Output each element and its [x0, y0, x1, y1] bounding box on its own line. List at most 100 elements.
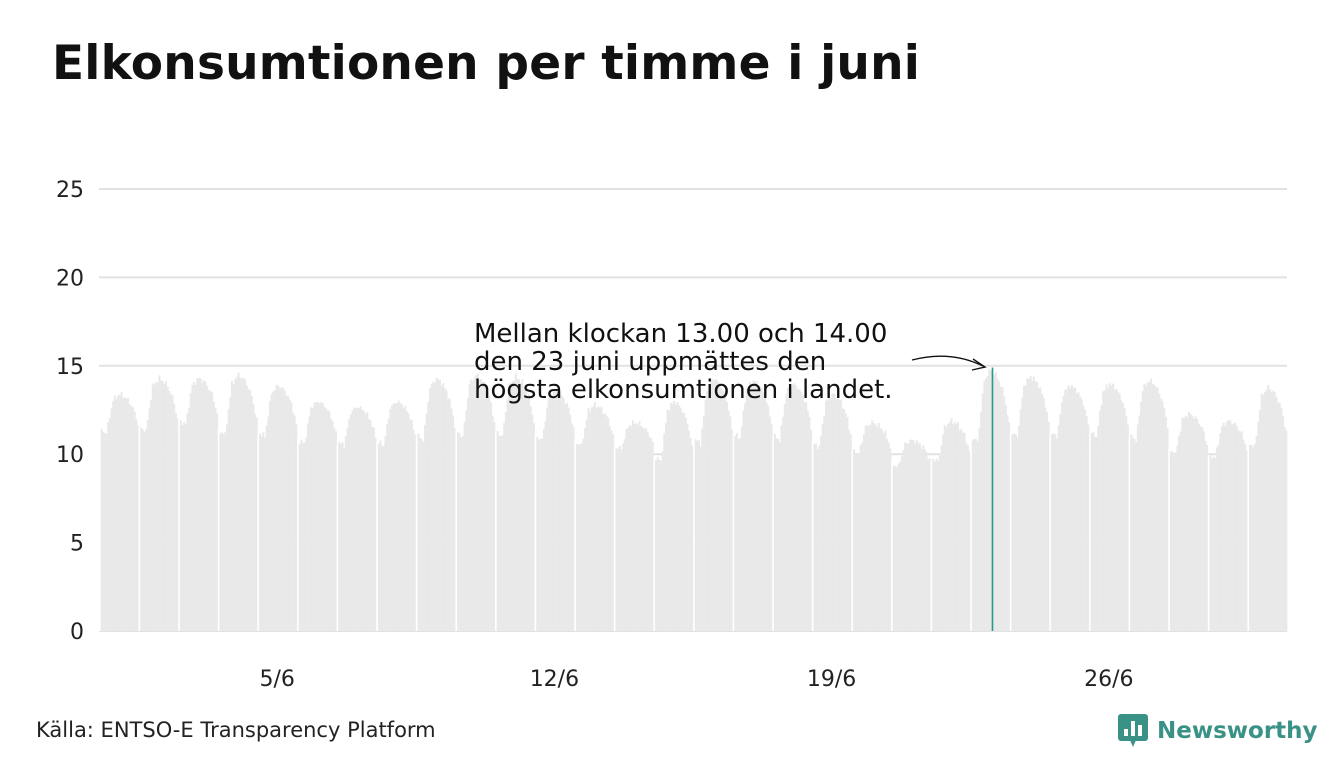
brand-logo: Newsworthy	[1118, 713, 1318, 749]
bar-2023-06-13-h12	[594, 402, 596, 631]
bar-2023-06-06-h0	[297, 439, 299, 631]
bar-2023-06-19-h20	[844, 413, 847, 631]
bar-2023-06-06-h10	[313, 402, 316, 631]
y-tick-label-15: 15	[56, 355, 84, 380]
bar-2023-06-03-h6	[188, 407, 191, 631]
bar-2023-06-07-h14	[359, 406, 362, 631]
bar-2023-06-03-h3	[183, 422, 186, 631]
bar-2023-06-21-h2	[894, 465, 897, 631]
bar-2023-06-19-h8	[825, 400, 827, 631]
bar-2023-06-06-h7	[308, 416, 311, 631]
bar-2023-06-12-h0	[534, 434, 537, 631]
bar-2023-06-25-h1	[1051, 434, 1054, 631]
bar-2023-06-13-h15	[598, 407, 601, 631]
bar-2023-06-04-h0	[217, 427, 220, 631]
bar-2023-06-16-h21	[727, 410, 730, 631]
bar-2023-06-10-h5	[463, 421, 466, 631]
bar-2023-06-22-h22	[966, 445, 969, 631]
bar-2023-06-05-h11	[275, 384, 278, 631]
bar-2023-06-17-h15	[757, 385, 760, 631]
bar-2023-06-10-h13	[476, 373, 479, 631]
bar-2023-06-08-h15	[400, 404, 403, 631]
bar-2023-06-11-h16	[521, 379, 524, 631]
bar-2023-06-11-h4	[501, 435, 504, 631]
bar-2023-06-13-h18	[603, 413, 606, 631]
bar-2023-06-09-h13	[437, 379, 440, 631]
bar-2023-06-11-h15	[519, 383, 522, 631]
bar-2023-06-19-h1	[813, 443, 816, 631]
bar-2023-06-05-h17	[285, 395, 288, 631]
bar-2023-06-25-h2	[1052, 433, 1055, 631]
bar-2023-06-25-h7	[1060, 402, 1063, 631]
bar-2023-06-22-h18	[960, 428, 963, 631]
bar-2023-06-29-h12	[1227, 419, 1230, 631]
bar-2023-06-08-h5	[384, 436, 387, 631]
bar-2023-06-26-h1	[1090, 433, 1093, 631]
bar-2023-06-17-h21	[767, 406, 770, 631]
bar-2023-06-24-h23	[1047, 421, 1050, 631]
bar-2023-06-08-h9	[391, 405, 394, 631]
bar-2023-06-09-h22	[452, 415, 455, 631]
bar-2023-06-03-h14	[201, 382, 204, 631]
bar-2023-06-10-h12	[475, 375, 478, 631]
bar-2023-06-27-h10	[1145, 385, 1148, 631]
bar-2023-06-08-h11	[394, 403, 397, 631]
bar-2023-06-14-h20	[646, 432, 649, 631]
bar-2023-06-22-h16	[957, 422, 959, 631]
bar-2023-06-30-h19	[1278, 402, 1281, 631]
bar-2023-06-18-h6	[782, 416, 785, 631]
bar-2023-06-28-h11	[1186, 417, 1189, 631]
bar-2023-06-09-h23	[453, 428, 456, 631]
bar-2023-06-13-h19	[605, 415, 608, 631]
bar-2023-06-27-h14	[1151, 383, 1154, 631]
bar-2023-06-20-h0	[851, 452, 854, 631]
bar-2023-06-01-h17	[127, 397, 130, 631]
bar-2023-06-28-h19	[1199, 426, 1202, 631]
bar-2023-06-18-h0	[772, 437, 775, 631]
bar-2023-06-11-h18	[524, 389, 527, 631]
bar-2023-06-12-h10	[551, 397, 554, 631]
bar-2023-06-16-h11	[711, 379, 714, 631]
bar-2023-06-16-h14	[716, 380, 719, 631]
bar-2023-06-10-h19	[486, 392, 489, 631]
bar-2023-06-26-h3	[1093, 436, 1096, 631]
bar-2023-06-02-h22	[174, 413, 177, 631]
bar-2023-06-02-h19	[169, 394, 172, 631]
bar-2023-06-13-h13	[595, 408, 598, 631]
bar-2023-06-15-h0	[653, 456, 656, 631]
bar-2023-06-03-h7	[189, 393, 192, 631]
bar-2023-06-17-h2	[735, 432, 738, 631]
bar-2023-06-07-h16	[363, 410, 365, 631]
bar-2023-06-29-h15	[1232, 423, 1235, 631]
bar-2023-06-15-h7	[664, 423, 667, 631]
bar-2023-06-21-h16	[917, 442, 920, 631]
bar-2023-06-20-h22	[887, 442, 890, 631]
bar-2023-06-09-h5	[424, 424, 427, 631]
bar-2023-06-24-h14	[1032, 376, 1035, 631]
bar-2023-06-13-h1	[575, 443, 578, 631]
bar-2023-06-20-h21	[886, 439, 889, 631]
bar-2023-06-02-h4	[145, 428, 148, 631]
bar-2023-06-19-h0	[811, 441, 814, 631]
bar-2023-06-01-h9	[113, 395, 116, 631]
bar-2023-06-17-h5	[740, 426, 743, 631]
bar-2023-06-04-h17	[245, 385, 248, 631]
bar-2023-06-13-h22	[610, 430, 613, 631]
bar-2023-06-10-h4	[462, 435, 464, 631]
bar-2023-06-06-h4	[303, 442, 306, 631]
bar-2023-06-02-h13	[160, 380, 163, 631]
bar-2023-06-21-h20	[924, 449, 926, 631]
bar-2023-06-06-h23	[334, 431, 337, 631]
bar-2023-06-18-h20	[805, 402, 808, 631]
bar-2023-06-26-h23	[1126, 424, 1129, 631]
bar-2023-06-17-h4	[739, 438, 742, 631]
bar-2023-06-27-h20	[1161, 400, 1164, 631]
bar-2023-06-28-h15	[1192, 418, 1195, 631]
bar-2023-06-06-h11	[315, 401, 318, 631]
bar-2023-06-30-h0	[1247, 439, 1250, 631]
bar-2023-06-29-h23	[1245, 450, 1248, 631]
bar-2023-06-27-h19	[1159, 398, 1162, 631]
bar-2023-06-13-h2	[577, 444, 580, 631]
bar-2023-06-23-h3	[975, 439, 978, 631]
bar-2023-06-12-h3	[539, 438, 542, 631]
